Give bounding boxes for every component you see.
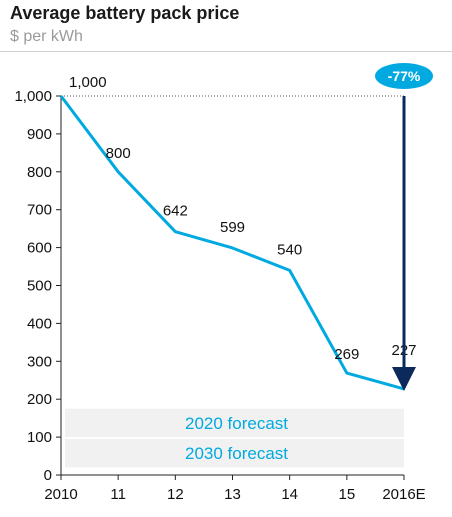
data-label: 1,000 [69, 74, 107, 91]
y-tick-label: 0 [44, 467, 52, 484]
x-tick-label: 2010 [44, 486, 77, 503]
axes: 0 100 200 300 400 500 600 700 800 900 1,000 2010 11 1… [14, 88, 425, 503]
data-label: 269 [334, 346, 359, 363]
y-tick-label: 400 [27, 315, 52, 332]
y-tick-label: 800 [27, 164, 52, 181]
change-badge [375, 63, 433, 89]
y-tick-label: 900 [27, 126, 52, 143]
series-layer: 1,000800642599540269227 [59, 74, 417, 391]
x-tick-label: 14 [281, 486, 298, 503]
y-tick-label: 1,000 [14, 88, 52, 105]
x-tick-label: 15 [338, 486, 355, 503]
data-label: 599 [220, 219, 245, 236]
data-label: 540 [277, 241, 302, 258]
title-divider [0, 51, 452, 52]
change-badge-label: -77% [388, 68, 421, 84]
y-tick-label: 100 [27, 429, 52, 446]
x-tick-label: 12 [167, 486, 184, 503]
y-tick-label: 700 [27, 202, 52, 219]
x-tick-label: 2016E [382, 486, 425, 503]
forecast-bands: 2020 forecast 2030 forecast [65, 408, 404, 468]
series-line [59, 95, 405, 391]
forecast-band-1 [65, 408, 404, 438]
y-tick-label: 300 [27, 353, 52, 370]
chart-subtitle: $ per kWh [10, 28, 83, 45]
data-label: 800 [106, 145, 131, 162]
chart-title: Average battery pack price [10, 3, 240, 23]
data-label: 642 [163, 203, 188, 220]
forecast-band-2 [65, 438, 404, 468]
x-tick-label: 11 [110, 486, 126, 503]
change-annotation: -77% [375, 63, 433, 391]
forecast-label-2: 2030 forecast [185, 444, 288, 463]
y-tick-label: 600 [27, 240, 52, 257]
forecast-label-1: 2020 forecast [185, 414, 288, 433]
y-tick-label: 500 [27, 278, 52, 295]
x-tick-label: 13 [224, 486, 241, 503]
y-tick-label: 200 [27, 391, 52, 408]
